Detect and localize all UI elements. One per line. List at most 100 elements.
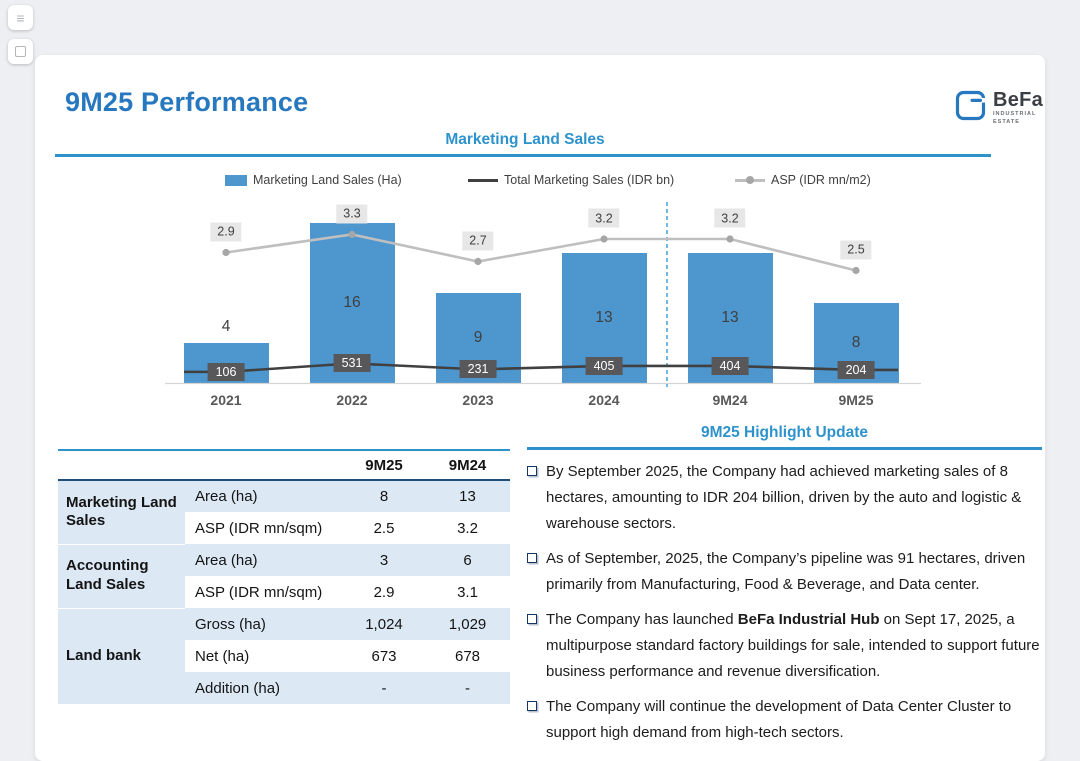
marker-dot-icon — [746, 175, 754, 184]
legend-item-1: Marketing Land Sales (Ha) — [225, 173, 402, 187]
table-row: ASP (IDR mn/sqm) 2.5 3.2 — [58, 512, 510, 544]
page-title: 9M25 Performance — [65, 87, 309, 117]
total-value-badge: 404 — [711, 356, 749, 375]
befa-logo-text: BeFa INDUSTRIAL ESTATE — [993, 90, 1043, 125]
highlight-section: 9M25 Highlight Update By September 2025,… — [527, 424, 1042, 755]
table-row: Accounting Land Sales Area (ha) 3 6 — [58, 543, 510, 608]
legend-item-3: ASP (IDR mn/m2) — [735, 173, 871, 187]
menu-icon: ≡ — [16, 9, 25, 26]
asp-marker-icon — [474, 257, 482, 266]
x-axis-label: 2023 — [462, 392, 494, 408]
befa-brand-name: BeFa — [993, 89, 1044, 111]
highlight-title-rule — [527, 447, 1042, 450]
asp-marker-icon — [852, 266, 860, 275]
column-header-empty — [185, 450, 343, 480]
asp-marker-icon — [600, 235, 608, 243]
table-row: ASP (IDR mn/sqm) 2.9 3.1 — [58, 576, 510, 608]
befa-subtitle-line1: INDUSTRIAL — [993, 111, 1037, 117]
asp-value-label: 2.7 — [462, 231, 494, 250]
metric-value: 673 — [371, 647, 397, 665]
highlight-bullet: As of September, 2025, the Company’s pip… — [527, 546, 1042, 598]
column-header-9M24: 9M24 — [448, 456, 487, 474]
highlight-bullet: The Company will continue the developmen… — [527, 694, 1042, 746]
metric-value: - — [425, 672, 510, 704]
highlight-text: As of September, 2025, the Company’s pip… — [546, 549, 1026, 593]
chart-title: Marketing Land Sales — [445, 131, 605, 148]
table-row: Marketing Land Sales Area (ha) 8 13 — [58, 480, 510, 544]
befa-logo-icon — [955, 90, 986, 121]
asp-marker-icon — [726, 235, 734, 243]
highlight-text: By September 2025, the Company had achie… — [546, 462, 1022, 532]
asp-value-label: 3.3 — [336, 204, 368, 223]
line-series-swatch-icon — [735, 175, 765, 184]
floating-tool-button-2[interactable] — [8, 39, 33, 64]
x-axis-label: 9M25 — [838, 392, 874, 408]
total-value-badge: 231 — [459, 360, 497, 379]
copy-icon — [15, 46, 26, 57]
total-sales-line — [184, 362, 898, 374]
metric-value: 678 — [454, 647, 481, 665]
square-bullet-icon — [527, 613, 537, 624]
metric-label: Area (ha) — [185, 480, 343, 512]
metric-label: ASP (IDR mn/sqm) — [195, 519, 323, 537]
row-group-label: Accounting Land Sales — [58, 543, 185, 608]
chart-legend: Marketing Land Sales (Ha) Total Marketing… — [35, 173, 1045, 191]
asp-marker-icon — [222, 248, 230, 257]
metric-value: 1,024 — [343, 608, 425, 640]
metric-value: - — [343, 672, 425, 704]
asp-value-label: 3.2 — [588, 208, 620, 228]
square-bullet-icon — [527, 700, 537, 711]
befa-subtitle-line2: ESTATE — [993, 118, 1020, 125]
bar-value-label: 16 — [343, 294, 361, 311]
metric-value: 3 — [343, 544, 425, 576]
floating-tool-button-1[interactable]: ≡ — [8, 5, 33, 30]
metric-value: 1,029 — [425, 608, 510, 640]
table-header-row: 9M25 9M24 — [58, 450, 510, 480]
table-row: Net (ha) 673 678 — [58, 640, 510, 672]
metric-value: 8 — [343, 480, 425, 512]
square-bullet-icon — [527, 552, 537, 563]
asp-value-label: 2.9 — [210, 222, 242, 241]
x-axis-label: 2021 — [210, 392, 242, 408]
asp-line — [225, 233, 857, 272]
asp-value-label: 3.2 — [714, 208, 746, 228]
chart-title-rule — [55, 154, 991, 157]
slide-page: 9M25 Performance BeFa INDUSTRIAL ESTATE … — [35, 55, 1045, 761]
total-value-badge: 531 — [333, 354, 371, 373]
table-row: Land bank Gross (ha) 1,024 1,029 — [58, 607, 510, 704]
summary-table-section: 9M25 9M24 Marketing Land Sales Area (ha) 8 13… — [58, 449, 510, 704]
total-value-badge: 106 — [207, 362, 245, 381]
column-header-empty — [58, 450, 185, 480]
asp-marker-icon — [348, 230, 356, 239]
chart-lines-layer — [165, 202, 921, 387]
chart-plot: 4 2021 16 2022 9 2023 13 2024 13 9M24 8 9M25 106 531 2… — [35, 200, 1045, 422]
metric-value: 13 — [425, 480, 510, 512]
bar-value-label: 8 — [851, 334, 861, 351]
highlight-text: The Company has launched BeFa Industrial… — [546, 610, 1040, 680]
metric-label: ASP (IDR mn/sqm) — [195, 583, 323, 601]
metric-value: 3.2 — [457, 519, 478, 537]
line-series-swatch-icon — [468, 178, 498, 182]
bar-value-label: 4 — [221, 318, 231, 335]
metric-label: Addition (ha) — [185, 672, 343, 704]
highlight-bullet: By September 2025, the Company had achie… — [527, 459, 1042, 537]
legend-label: ASP (IDR mn/m2) — [771, 173, 871, 187]
bar-value-label: 13 — [721, 309, 739, 326]
highlight-title: 9M25 Highlight Update — [700, 424, 869, 441]
total-value-badge: 204 — [837, 360, 875, 379]
asp-value-label: 2.5 — [840, 240, 872, 259]
table-row: Addition (ha) - - — [58, 672, 510, 704]
metric-label: Area (ha) — [185, 544, 343, 576]
metric-value: 6 — [425, 544, 510, 576]
square-bullet-icon — [527, 465, 537, 476]
bar-value-label: 9 — [473, 329, 483, 346]
x-axis-label: 9M24 — [712, 392, 748, 408]
legend-label: Total Marketing Sales (IDR bn) — [504, 173, 675, 187]
metric-label: Gross (ha) — [185, 608, 343, 640]
legend-item-2: Total Marketing Sales (IDR bn) — [468, 173, 674, 187]
summary-table: 9M25 9M24 Marketing Land Sales Area (ha) 8 13… — [58, 449, 510, 704]
metric-value: 2.5 — [373, 519, 395, 537]
column-header-9M25: 9M25 — [365, 456, 403, 474]
x-axis-label: 2024 — [588, 392, 620, 408]
x-axis-label: 2022 — [336, 392, 368, 408]
